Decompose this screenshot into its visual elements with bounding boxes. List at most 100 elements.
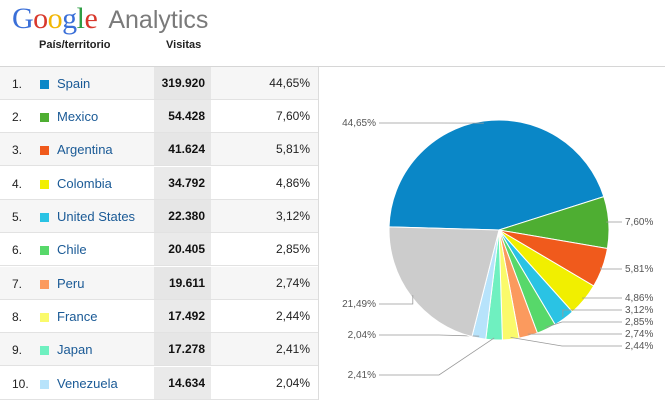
color-swatch [40, 146, 49, 155]
percent-value: 2,44% [275, 309, 310, 323]
country-link[interactable]: Spain [57, 76, 91, 91]
pie-leader-line [379, 295, 414, 305]
logo-letter: o [33, 2, 48, 35]
visits-value: 54.428 [168, 109, 205, 123]
visits-cell: 54.428 [154, 100, 211, 132]
color-swatch [40, 380, 49, 389]
percent-value: 5,81% [275, 142, 310, 156]
row-rank: 8. [12, 310, 23, 324]
percent-value: 2,85% [275, 242, 310, 256]
pie-leader-line [379, 334, 480, 337]
visits-value: 19.611 [168, 276, 205, 290]
header-bar: Google Analytics País/territorio Visitas [0, 0, 665, 66]
pie-leader-line [510, 337, 622, 347]
pie-slice-label: 4,86% [625, 293, 653, 304]
color-swatch [40, 80, 49, 89]
visits-value: 319.920 [161, 76, 205, 90]
pie-leader-line [545, 321, 622, 328]
color-swatch [40, 113, 49, 122]
header-divider [0, 66, 665, 67]
visits-value: 34.792 [168, 176, 205, 190]
country-link[interactable]: France [57, 309, 98, 324]
visits-value: 17.278 [168, 342, 205, 356]
country-link[interactable]: Venezuela [57, 376, 118, 391]
color-swatch [40, 313, 49, 322]
table-row: 2. Mexico 54.428 7,60% [0, 100, 318, 133]
country-link[interactable]: Peru [57, 276, 85, 291]
pie-leader-line [562, 309, 622, 317]
row-rank: 7. [12, 277, 23, 291]
logo-letter: g [62, 2, 77, 35]
visits-value: 22.380 [168, 209, 205, 223]
row-rank: 2. [12, 110, 23, 124]
pie-slice-label: 44,65% [342, 118, 376, 129]
visits-value: 20.405 [168, 242, 205, 256]
pie-slice-label: 2,04% [348, 330, 376, 341]
percent-value: 4,86% [275, 176, 310, 190]
column-header-visits[interactable]: Visitas [166, 39, 202, 51]
table-row: 1. Spain 319.920 44,65% [0, 67, 318, 100]
visits-cell: 17.278 [154, 333, 211, 365]
table-row: 6. Chile 20.405 2,85% [0, 233, 318, 266]
country-table: 1. Spain 319.920 44,65% 2. Mexico 54.428… [0, 67, 318, 400]
pie-slice-label: 2,44% [625, 341, 653, 352]
visits-cell: 319.920 [154, 67, 211, 99]
country-link[interactable]: Argentina [57, 142, 113, 157]
table-row: 9. Japan 17.278 2,41% [0, 333, 318, 366]
percent-value: 44,65% [269, 76, 310, 90]
color-swatch [40, 280, 49, 289]
pie-slice-label: 2,41% [348, 370, 376, 381]
pie-chart: 44,65% 7,60% 5,81% 4,86%3,12%2,85%2,74%2,44… [342, 118, 653, 381]
visits-cell: 22.380 [154, 200, 211, 232]
pie-leader-line [599, 267, 622, 270]
logo-letter: l [76, 2, 85, 35]
pie-leader-line [606, 221, 622, 223]
visits-cell: 14.634 [154, 367, 211, 399]
pie-slice[interactable] [388, 119, 605, 231]
table-row: 10. Venezuela 14.634 2,04% [0, 367, 318, 400]
pie-slice-label: 3,12% [625, 305, 653, 316]
google-analytics-logo[interactable]: Google Analytics [12, 2, 208, 36]
row-rank: 3. [12, 143, 23, 157]
row-rank: 5. [12, 210, 23, 224]
visits-cell: 41.624 [154, 133, 211, 165]
column-header-country[interactable]: País/territorio [39, 39, 111, 51]
row-rank: 9. [12, 343, 23, 357]
color-swatch [40, 213, 49, 222]
row-rank: 4. [12, 177, 23, 191]
logo-letter: e [84, 2, 98, 35]
google-wordmark: Google [12, 2, 104, 35]
color-swatch [40, 246, 49, 255]
pie-slice[interactable] [388, 226, 500, 338]
table-row: 5. United States 22.380 3,12% [0, 200, 318, 233]
visits-value: 14.634 [168, 376, 205, 390]
logo-letter: o [47, 2, 63, 35]
country-link[interactable]: United States [57, 209, 136, 224]
logo-letter: G [12, 2, 34, 35]
table-row: 3. Argentina 41.624 5,81% [0, 133, 318, 166]
pie-leader-line [582, 297, 622, 299]
row-rank: 1. [12, 77, 23, 91]
country-link[interactable]: Chile [57, 242, 87, 257]
percent-value: 3,12% [275, 209, 310, 223]
percent-value: 2,74% [275, 276, 310, 290]
table-row: 4. Colombia 34.792 4,86% [0, 167, 318, 200]
table-row: 8. France 17.492 2,44% [0, 300, 318, 333]
percent-value: 2,04% [275, 376, 310, 390]
pie-leader-line [379, 337, 495, 376]
pie-slice-label: 2,74% [625, 329, 653, 340]
color-swatch [40, 346, 49, 355]
pie-slice-label: 2,85% [625, 317, 653, 328]
visits-value: 41.624 [168, 142, 205, 156]
product-name: Analytics [108, 6, 209, 34]
percent-value: 2,41% [275, 342, 310, 356]
table-row: 7. Peru 19.611 2,74% [0, 267, 318, 300]
country-link[interactable]: Mexico [57, 109, 99, 124]
visits-cell: 19.611 [154, 267, 211, 299]
country-link[interactable]: Japan [57, 342, 93, 357]
country-link[interactable]: Colombia [57, 176, 112, 191]
row-rank: 6. [12, 243, 23, 257]
color-swatch [40, 180, 49, 189]
pie-slice-label: 21,49% [342, 299, 376, 310]
pie-slice-label: 7,60% [625, 217, 653, 228]
